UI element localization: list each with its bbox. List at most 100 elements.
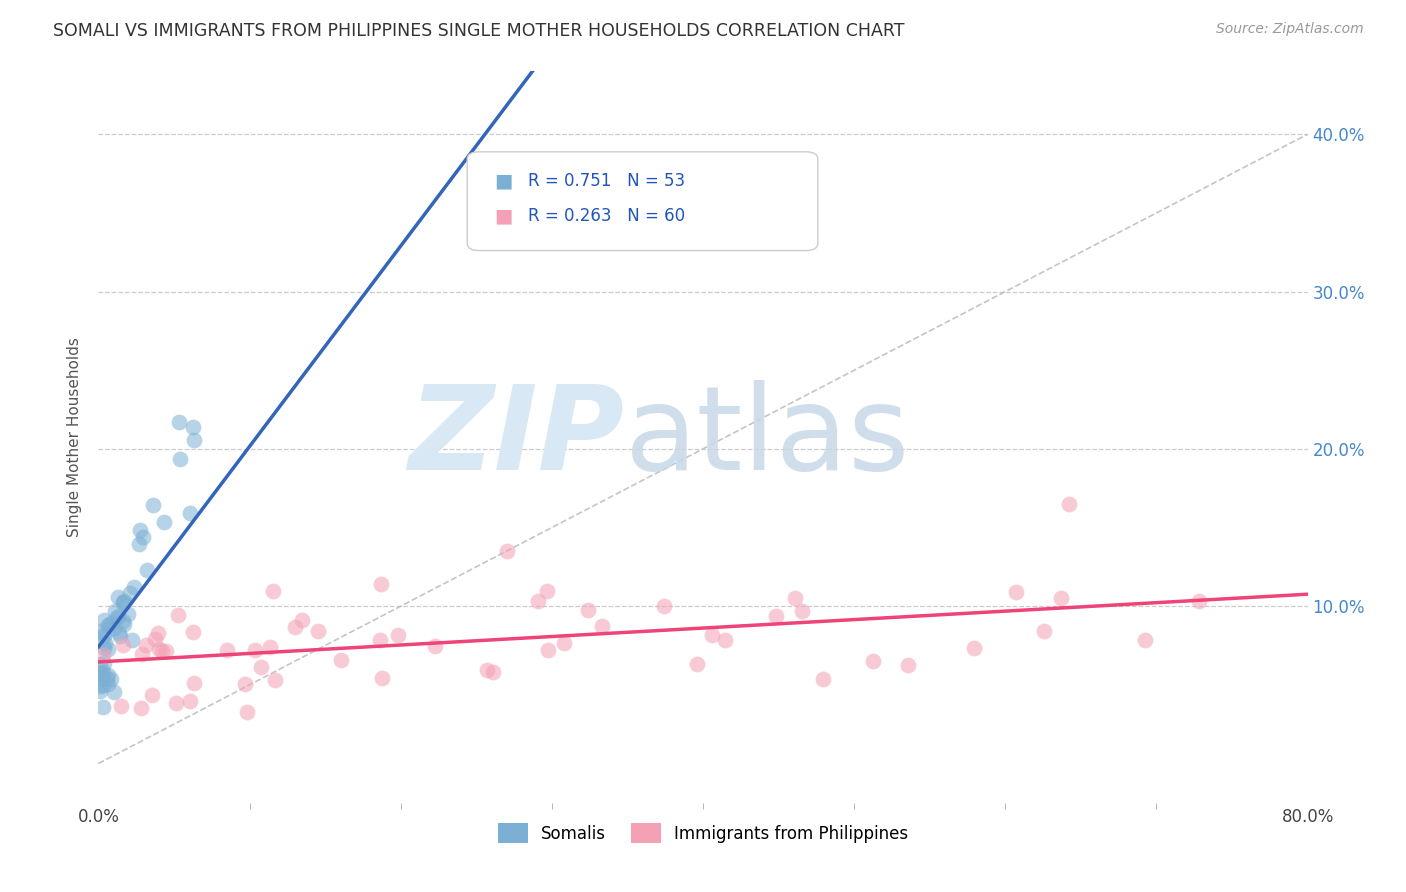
Point: [790, 604, 813, 618]
Point: [785, 591, 807, 606]
Point: [179, 506, 201, 520]
Point: [112, 616, 135, 631]
Point: [897, 658, 920, 673]
Point: [686, 657, 709, 671]
Point: [243, 643, 266, 657]
Point: [183, 433, 205, 447]
Point: [131, 647, 153, 661]
Point: [526, 594, 548, 608]
Point: [100, 672, 122, 686]
Point: [290, 614, 312, 628]
Point: [89, 657, 111, 671]
Point: [862, 654, 884, 668]
Text: ■: ■: [494, 171, 512, 191]
Text: SOMALI VS IMMIGRANTS FROM PHILIPPINES SINGLE MOTHER HOUSEHOLDS CORRELATION CHART: SOMALI VS IMMIGRANTS FROM PHILIPPINES SI…: [53, 22, 905, 40]
Point: [495, 206, 517, 220]
Point: [100, 615, 122, 630]
Point: [536, 583, 558, 598]
Point: [1033, 624, 1056, 638]
Point: [481, 665, 503, 680]
Point: [93, 629, 115, 643]
Point: [146, 626, 169, 640]
Point: [576, 603, 599, 617]
Point: [370, 577, 392, 591]
Point: [307, 624, 329, 639]
Point: [1004, 585, 1026, 599]
Point: [96, 672, 118, 686]
Point: [110, 698, 132, 713]
Point: [387, 627, 409, 641]
Point: [94, 636, 117, 650]
Point: [129, 523, 152, 537]
Point: [135, 639, 157, 653]
Point: [136, 563, 159, 577]
Point: [142, 498, 165, 512]
Point: [475, 663, 498, 677]
Point: [128, 537, 150, 551]
Point: [166, 607, 188, 622]
Point: [284, 620, 307, 634]
Point: [179, 694, 201, 708]
Point: [104, 604, 127, 618]
Point: [97, 641, 120, 656]
Y-axis label: Single Mother Households: Single Mother Households: [67, 337, 83, 537]
Point: [91, 648, 114, 662]
Point: [183, 420, 205, 434]
Point: [141, 688, 163, 702]
Text: R = 0.751   N = 53: R = 0.751 N = 53: [527, 172, 685, 190]
Point: [122, 580, 145, 594]
Point: [700, 628, 723, 642]
Point: [330, 653, 353, 667]
Point: [129, 701, 152, 715]
Point: [765, 608, 787, 623]
Point: [143, 632, 166, 646]
Point: [112, 593, 135, 607]
Point: [118, 586, 141, 600]
Point: [105, 611, 128, 625]
Point: [107, 626, 129, 640]
Point: [537, 643, 560, 657]
Text: ZIP: ZIP: [408, 380, 624, 494]
Point: [91, 665, 114, 679]
Point: [89, 624, 111, 639]
Point: [117, 607, 139, 622]
Point: [93, 657, 115, 671]
Point: [262, 583, 284, 598]
Point: [236, 705, 259, 719]
Text: Source: ZipAtlas.com: Source: ZipAtlas.com: [1216, 22, 1364, 37]
Point: [111, 596, 134, 610]
Point: [91, 667, 114, 681]
Point: [148, 642, 170, 657]
Point: [97, 618, 120, 632]
Point: [97, 617, 120, 632]
Point: [89, 666, 111, 681]
Point: [235, 677, 257, 691]
Point: [150, 644, 173, 658]
Point: [112, 614, 135, 628]
Point: [103, 621, 125, 635]
Point: [963, 641, 986, 656]
Point: [1187, 594, 1209, 608]
Point: [111, 638, 134, 652]
Point: [97, 677, 120, 691]
Point: [183, 676, 205, 690]
Point: [107, 591, 129, 605]
Legend: Somalis, Immigrants from Philippines: Somalis, Immigrants from Philippines: [491, 817, 915, 849]
Point: [652, 599, 675, 614]
Point: [553, 636, 575, 650]
Point: [155, 643, 177, 657]
Point: [250, 660, 273, 674]
Point: [165, 696, 187, 710]
Point: [93, 640, 115, 655]
Point: [1050, 591, 1073, 605]
Point: [1133, 632, 1156, 647]
Point: [591, 619, 613, 633]
Point: [93, 626, 115, 640]
Point: [121, 632, 143, 647]
Point: [97, 668, 120, 682]
Text: R = 0.263   N = 60: R = 0.263 N = 60: [527, 207, 685, 225]
Point: [169, 415, 191, 429]
Point: [259, 640, 281, 654]
FancyBboxPatch shape: [467, 152, 818, 251]
Point: [181, 625, 204, 640]
